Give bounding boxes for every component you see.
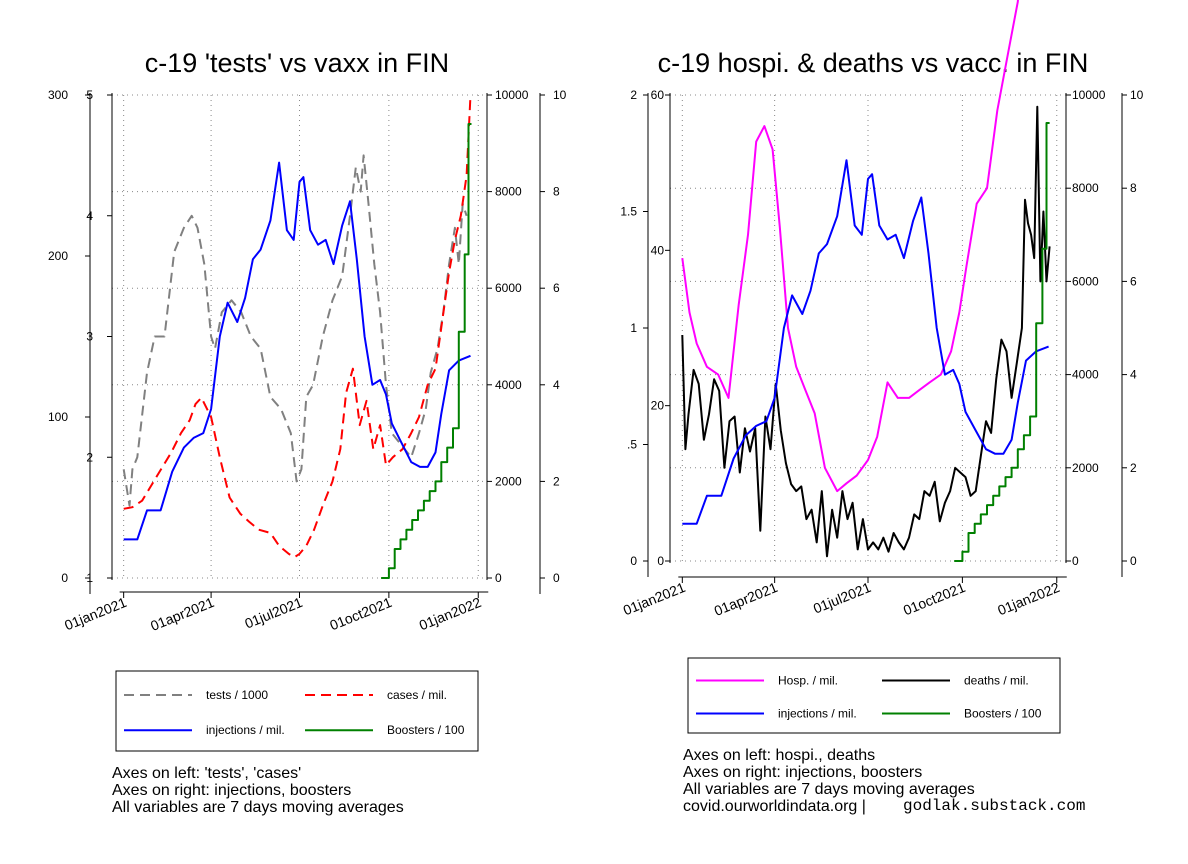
series-line-injections-mil- (682, 159, 1049, 525)
y-tick-label: 6000 (495, 281, 522, 295)
chart-title: c-19 'tests' vs vaxx in FIN (145, 48, 449, 78)
x-tick-label: 01oct2021 (901, 579, 968, 618)
x-tick-label: 01jan2021 (62, 594, 129, 633)
x-tick-label: 01apr2021 (712, 579, 780, 619)
legend-label: Boosters / 100 (964, 707, 1042, 721)
legend-label: injections / mil. (206, 723, 285, 737)
x-tick-label: 01jul2021 (242, 594, 304, 632)
y-tick-label: 4000 (1072, 368, 1099, 382)
footnote-line: Axes on left: 'tests', 'cases' (112, 765, 301, 782)
y-tick-label: 100 (48, 410, 68, 424)
y-tick-label: 4000 (495, 378, 522, 392)
footnote-line: Axes on left: hospi., deaths (683, 747, 875, 764)
y-tick-label: 2000 (495, 474, 522, 488)
y-tick-label: 8000 (495, 185, 522, 199)
y-tick-label: 300 (48, 88, 68, 102)
y-tick-label: 0 (495, 571, 502, 585)
y-tick-label: 1 (86, 571, 93, 585)
y-tick-label: 40 (651, 243, 665, 257)
footnote-line: All variables are 7 days moving averages (112, 799, 404, 816)
y-tick-label: 4 (1130, 368, 1137, 382)
legend-label: tests / 1000 (206, 688, 268, 702)
y-tick-label: 0 (553, 571, 560, 585)
y-tick-label: 0 (1130, 554, 1137, 568)
y-tick-label: 2 (630, 88, 637, 102)
y-tick-label: 1 (630, 321, 637, 335)
y-tick-label: 2 (86, 450, 93, 464)
y-tick-label: 8 (1130, 181, 1137, 195)
y-tick-label: 0 (657, 554, 664, 568)
y-tick-label: 0 (1072, 554, 1079, 568)
x-tick-label: 01oct2021 (327, 594, 394, 633)
footnote-line: Axes on right: injections, boosters (112, 782, 351, 799)
y-tick-label: 10 (1130, 88, 1144, 102)
footnote-line: All variables are 7 days moving averages (683, 781, 975, 798)
y-tick-label: 4 (553, 378, 560, 392)
series-line-tests-1000 (122, 154, 468, 507)
y-tick-label: 60 (651, 88, 665, 102)
series-line-injections-mil- (123, 161, 471, 541)
series-line-hosp-mil- (681, 0, 1019, 493)
y-tick-label: 8000 (1072, 181, 1099, 195)
y-tick-label: 1.5 (620, 205, 637, 219)
legend-label: Boosters / 100 (387, 723, 465, 737)
x-tick-label: 01jan2022 (995, 579, 1062, 618)
series-line-cases-mil- (123, 94, 472, 559)
legend-label: cases / mil. (387, 688, 447, 702)
y-tick-label: 20 (651, 399, 665, 413)
series-line-boosters-100 (381, 123, 472, 579)
chart-title: c-19 hospi. & deaths vs vacc. in FIN (658, 48, 1089, 78)
x-tick-label: 01apr2021 (148, 594, 216, 634)
y-tick-label: 0 (61, 571, 68, 585)
series-line-deaths-mil- (681, 105, 1051, 558)
y-tick-label: 0 (630, 554, 637, 568)
y-tick-label: 6 (1130, 274, 1137, 288)
footnote-line: Axes on right: injections, boosters (683, 764, 922, 781)
chart-panel-1: c-19 'tests' vs vaxx in FIN0100200300123… (48, 48, 567, 816)
y-tick-label: 10000 (1072, 88, 1106, 102)
legend-label: Hosp. / mil. (778, 674, 838, 688)
y-tick-label: 8 (553, 185, 560, 199)
y-tick-label: 4 (86, 209, 93, 223)
x-tick-label: 01jan2021 (621, 579, 688, 618)
y-tick-label: 2000 (1072, 461, 1099, 475)
y-tick-label: 200 (48, 249, 68, 263)
chart-panel-2: c-19 hospi. & deaths vs vacc. in FIN 0 .5 1… (620, 0, 1144, 815)
legend-label: injections / mil. (778, 707, 857, 721)
y-tick-label: 2 (1130, 461, 1137, 475)
y-tick-label: 6 (553, 281, 560, 295)
y-tick-label: 5 (86, 88, 93, 102)
legend-box (115, 670, 479, 752)
legend-box (687, 657, 1061, 734)
credit-text: godlak.substack.com (903, 797, 1085, 815)
x-tick-label: 01jan2022 (417, 594, 484, 633)
y-tick-label: 3 (86, 330, 93, 344)
footnote-line: covid.ourworldindata.org | (683, 798, 866, 815)
legend-label: deaths / mil. (964, 674, 1029, 688)
y-tick-label: 6000 (1072, 274, 1099, 288)
series-line-boosters-100 (954, 122, 1050, 562)
y-tick-label: 10 (553, 88, 567, 102)
y-tick-label: 2 (553, 474, 560, 488)
y-tick-label: .5 (627, 438, 637, 452)
x-tick-label: 01jul2021 (811, 579, 873, 617)
y-tick-label: 10000 (495, 88, 529, 102)
